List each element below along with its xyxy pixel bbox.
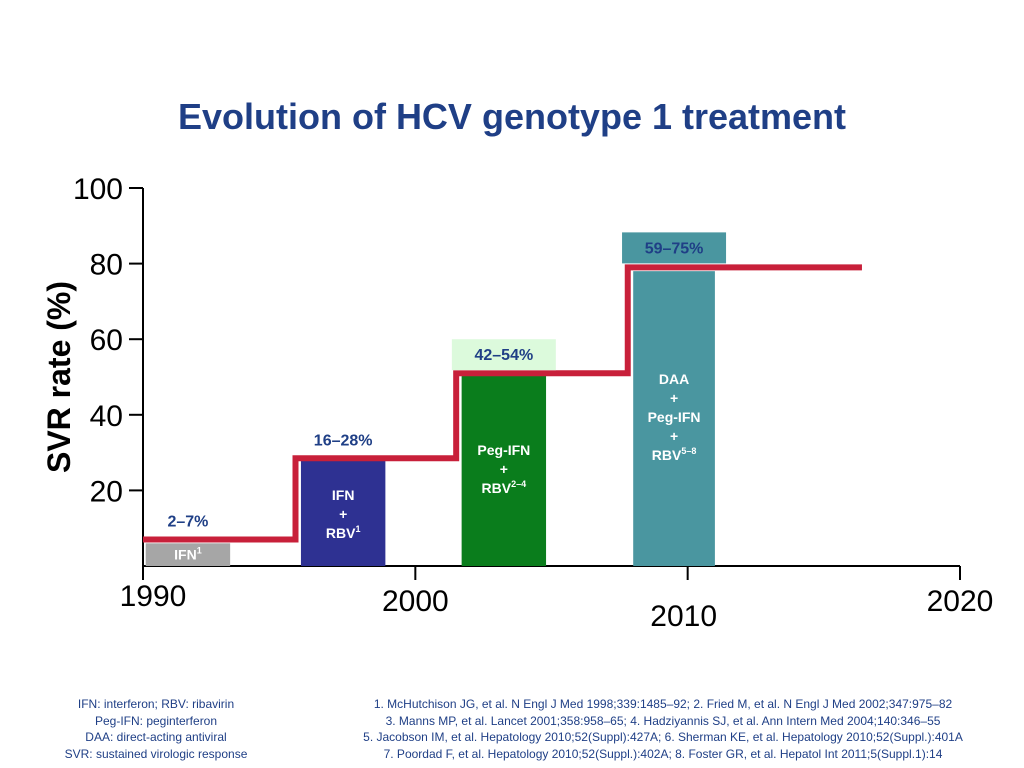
references-footnote: 1. McHutchison JG, et al. N Engl J Med 1… bbox=[300, 696, 1024, 762]
svr-step-line bbox=[143, 264, 862, 543]
chart-step-line bbox=[143, 264, 862, 543]
y-tick-label-60: 60 bbox=[90, 324, 123, 357]
bar-3-label-line-1: + bbox=[670, 390, 678, 406]
bar-1-label-line-1: + bbox=[339, 506, 347, 522]
y-tick-label-100: 100 bbox=[73, 173, 123, 206]
range-box-2 bbox=[451, 339, 556, 371]
y-tick-label-40: 40 bbox=[90, 400, 123, 433]
reference-line-0: 1. McHutchison JG, et al. N Engl J Med 1… bbox=[373, 697, 953, 711]
y-tick-label-20: 20 bbox=[90, 475, 123, 508]
bar-1-label-line-0: IFN bbox=[332, 487, 355, 503]
bar-3 bbox=[633, 271, 715, 566]
range-box-3 bbox=[622, 232, 727, 264]
range-label-3: 59–75% bbox=[645, 240, 704, 257]
chart-axes: 20 40 60 80 100 1990 2000 2010 2020 SVR rate (%) bbox=[41, 173, 993, 633]
chart-bars: IFN1IFN+RBV1Peg-IFN+RBV2–4DAA+Peg-IFN+RB… bbox=[145, 271, 715, 566]
bar-3-label-line-3: + bbox=[670, 428, 678, 444]
range-label-1: 16–28% bbox=[314, 432, 373, 449]
chart-labels: 2–7% 16–28% 42–54% 59–75% bbox=[167, 232, 727, 531]
bar-2-label-line-1: + bbox=[500, 461, 508, 477]
x-tick-label-1990: 1990 bbox=[120, 580, 187, 613]
bar-1-label-line-2: RBV1 bbox=[326, 524, 361, 541]
x-tick-label-2020: 2020 bbox=[927, 585, 994, 618]
slide-title: Evolution of HCV genotype 1 treatment bbox=[177, 96, 847, 137]
y-axis-label: SVR rate (%) bbox=[41, 281, 77, 473]
bar-1 bbox=[300, 460, 386, 566]
range-label-2: 42–54% bbox=[474, 347, 533, 364]
bar-3-label-line-0: DAA bbox=[659, 371, 689, 387]
reference-line-3: 7. Poordad F, et al. Hepatology 2010;52(… bbox=[383, 746, 943, 761]
reference-line-2: 5. Jacobson IM, et al. Hepatology 2010;5… bbox=[363, 730, 963, 744]
abbreviation-line-1: Peg-IFN: peginterferon bbox=[94, 713, 218, 728]
y-tick-label-80: 80 bbox=[90, 249, 123, 282]
bar-0 bbox=[145, 543, 231, 566]
bar-2-label-line-0: Peg-IFN bbox=[477, 442, 530, 458]
range-label-0: 2–7% bbox=[167, 514, 208, 531]
bar-3-label-line-2: Peg-IFN bbox=[648, 409, 701, 425]
abbreviation-line-0: IFN: interferon; RBV: ribavirin bbox=[77, 697, 235, 711]
abbreviations-footnote: IFN: interferon; RBV: ribavirin Peg-IFN: … bbox=[40, 696, 272, 762]
bar-2 bbox=[461, 373, 547, 566]
bar-0-label-line-0: IFN1 bbox=[174, 546, 202, 563]
reference-line-1: 3. Manns MP, et al. Lancet 2001;358:958–… bbox=[385, 713, 941, 728]
abbreviation-line-2: DAA: direct-acting antiviral bbox=[85, 730, 227, 744]
x-tick-label-2010: 2010 bbox=[650, 600, 717, 633]
abbreviation-line-3: SVR: sustained virologic response bbox=[64, 746, 248, 761]
x-tick-label-2000: 2000 bbox=[382, 585, 449, 618]
